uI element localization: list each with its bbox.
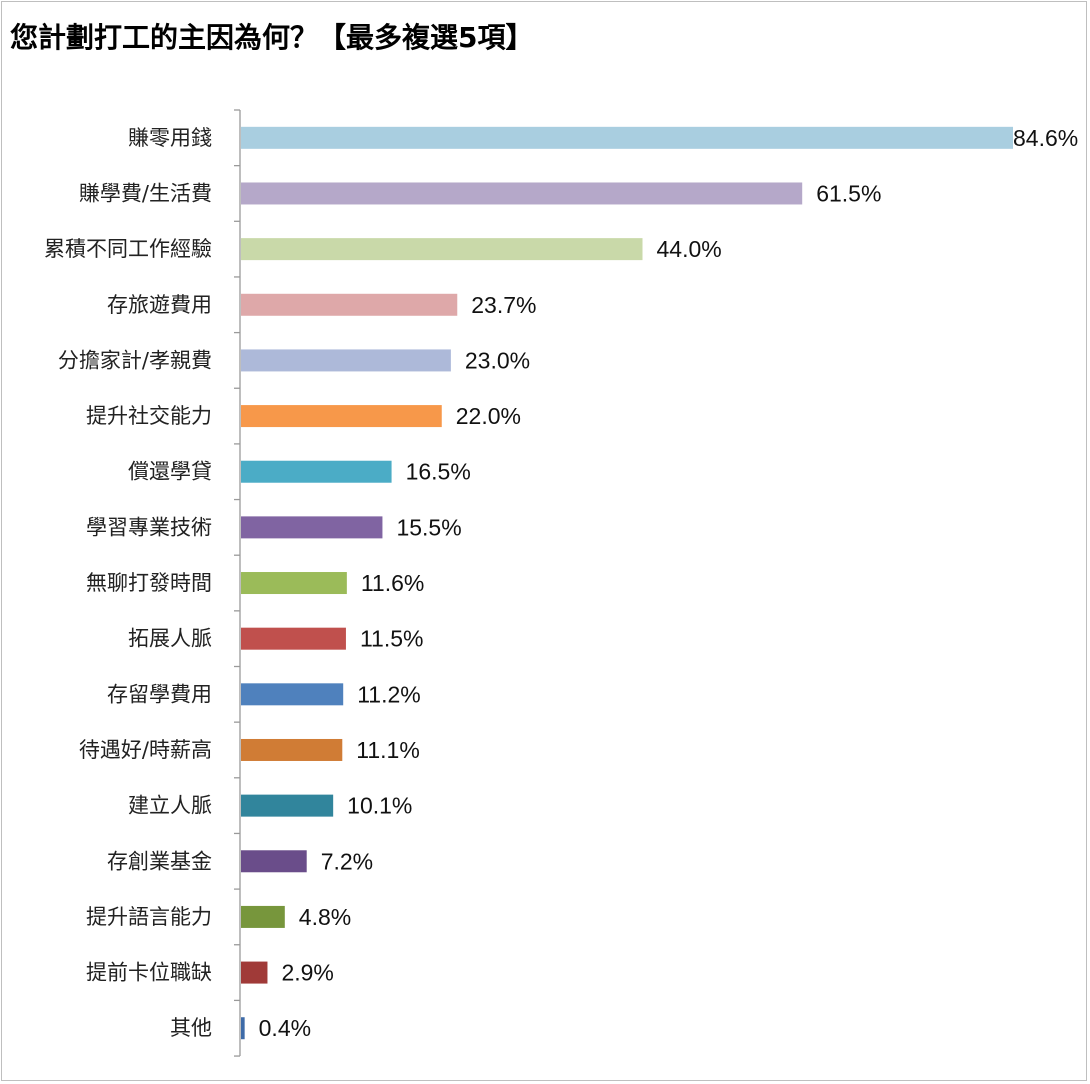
bar [241, 238, 643, 261]
bar [241, 405, 442, 428]
category-label: 賺學費/生活費 [79, 181, 212, 205]
data-label: 11.6% [361, 570, 425, 596]
category-label: 提升社交能力 [86, 404, 212, 428]
data-label: 11.5% [360, 626, 424, 652]
bar [241, 572, 347, 595]
category-label: 學習專業技術 [86, 515, 212, 539]
bar [241, 905, 285, 928]
bar [241, 460, 392, 483]
data-label: 0.4% [259, 1015, 311, 1041]
category-label: 存留學費用 [107, 682, 212, 706]
category-label: 拓展人脈 [128, 627, 212, 651]
bar [241, 1017, 245, 1040]
data-label: 44.0% [657, 236, 722, 262]
bar [241, 627, 346, 650]
bar [241, 516, 383, 539]
data-label: 61.5% [816, 180, 881, 206]
bar [241, 349, 451, 372]
data-label: 15.5% [396, 514, 461, 540]
data-label: 10.1% [347, 793, 412, 819]
data-label: 11.1% [356, 737, 420, 763]
data-label: 84.6% [1013, 125, 1078, 151]
chart-title: 您計劃打工的主因為何？【最多複選5項】 [10, 21, 534, 54]
data-label: 4.8% [299, 904, 351, 930]
data-label: 22.0% [456, 403, 521, 429]
bar [241, 738, 343, 761]
category-label: 其他 [170, 1016, 212, 1040]
bar [241, 961, 268, 984]
category-label: 償還學貸 [128, 460, 212, 484]
bar [241, 126, 1013, 149]
bar [241, 850, 307, 873]
category-label: 提升語言能力 [86, 905, 212, 929]
data-label: 16.5% [406, 459, 471, 485]
category-label: 賺零用錢 [128, 126, 212, 150]
category-label: 待遇好/時薪高 [79, 738, 212, 762]
category-label: 建立人脈 [128, 794, 212, 818]
category-label: 提前卡位職缺 [86, 961, 212, 985]
data-label: 23.7% [471, 292, 536, 318]
category-label: 累積不同工作經驗 [44, 237, 212, 261]
category-label: 存旅遊費用 [107, 293, 212, 317]
data-label: 2.9% [281, 960, 333, 986]
category-label: 存創業基金 [107, 849, 212, 873]
category-label: 分擔家計/孝親費 [58, 348, 212, 372]
bar [241, 182, 803, 205]
bar [241, 293, 458, 316]
bar [241, 794, 334, 817]
bar [241, 683, 344, 706]
category-label: 無聊打發時間 [86, 571, 212, 595]
data-label: 7.2% [321, 848, 373, 874]
data-label: 11.2% [357, 681, 421, 707]
data-label: 23.0% [465, 347, 530, 373]
